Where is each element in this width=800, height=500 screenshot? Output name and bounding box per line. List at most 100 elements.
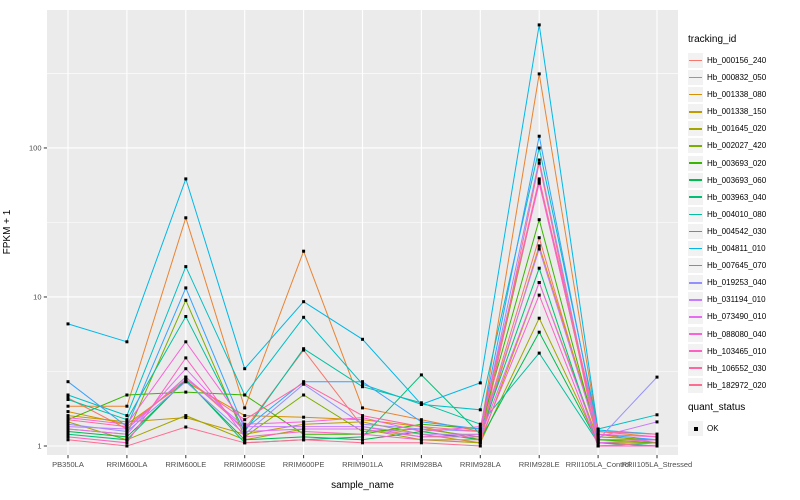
data-point: [596, 430, 600, 433]
data-point: [419, 432, 423, 436]
data-point: [537, 351, 541, 355]
x-tick-label: RRIM901LA: [342, 460, 383, 469]
data-point: [361, 414, 364, 418]
legend-key: [688, 377, 703, 393]
data-point: [419, 373, 423, 377]
data-point: [478, 425, 482, 429]
data-point: [361, 416, 364, 420]
data-point: [66, 322, 70, 326]
legend-tracking: tracking_id Hb_000156_240 Hb_000832_050 Hb…: [688, 34, 800, 395]
legend-key: [688, 309, 703, 325]
data-point: [125, 438, 129, 442]
legend-key: [688, 326, 703, 342]
data-point: [361, 422, 364, 426]
data-point: [361, 427, 364, 431]
data-point: [478, 430, 482, 433]
data-point: [302, 427, 306, 431]
legend-entry-label: Hb_003963_040: [707, 192, 767, 202]
data-point: [302, 430, 306, 433]
legend-key-line-icon: [689, 350, 702, 352]
legend-key: [688, 343, 703, 359]
data-point: [361, 432, 364, 436]
legend-entry: Hb_001338_150: [688, 104, 800, 120]
data-point: [125, 441, 129, 445]
x-tick-label: RRIM928LA: [460, 460, 501, 469]
data-point: [478, 435, 482, 439]
data-point: [361, 380, 364, 384]
data-point: [184, 298, 188, 302]
x-tick-label: RRIM600PE: [283, 460, 325, 469]
data-point: [125, 430, 129, 433]
data-point: [66, 416, 70, 420]
data-point: [537, 181, 541, 185]
data-point: [537, 281, 541, 284]
legend-key-line-icon: [689, 247, 702, 250]
data-point: [537, 247, 541, 251]
data-point: [243, 438, 247, 442]
legend-entry-label: Hb_004811_010: [707, 244, 766, 254]
legend-entry: Hb_031194_010: [688, 292, 800, 308]
data-point: [302, 415, 306, 419]
legend-key-line-icon: [689, 162, 702, 164]
data-point: [125, 393, 129, 397]
legend-entry: Hb_003693_020: [688, 155, 800, 171]
data-point: [243, 425, 247, 429]
data-point: [302, 393, 306, 397]
legend-entry-label: Hb_001338_150: [707, 107, 767, 117]
legend-entry-label: Hb_103465_010: [707, 346, 767, 356]
data-point: [66, 393, 70, 397]
data-point: [302, 420, 306, 424]
data-point: [66, 418, 70, 422]
legend-entry-label: Hb_004010_080: [707, 209, 767, 219]
data-point: [125, 414, 129, 418]
data-point: [537, 218, 541, 222]
legend-key: [688, 223, 703, 239]
legend-entry: Hb_088080_040: [688, 326, 800, 342]
legend-entry: Hb_004010_080: [688, 206, 800, 222]
legend-entry-label: Hb_019253_040: [707, 278, 767, 288]
legend-key-line-icon: [689, 316, 702, 318]
data-point: [655, 420, 659, 424]
legend-entry: Hb_001338_080: [688, 87, 800, 103]
legend-entry-label: Hb_088080_040: [707, 329, 767, 339]
data-point: [243, 418, 247, 422]
data-point: [66, 425, 70, 429]
legend-entry: Hb_106552_030: [688, 360, 800, 376]
data-point: [184, 414, 188, 418]
data-point: [302, 438, 306, 442]
data-point: [655, 441, 659, 445]
legend-key-line-icon: [689, 76, 702, 79]
legend-entry-label: Hb_007645_070: [707, 261, 767, 271]
x-tick-label: RRIM928LE: [519, 460, 560, 469]
legend-key: [688, 275, 703, 291]
data-point: [478, 381, 482, 385]
legend-key-line-icon: [689, 230, 702, 233]
data-point: [184, 216, 188, 220]
legend-key-line-icon: [689, 384, 702, 387]
data-point: [361, 337, 364, 341]
legend-key: [688, 87, 703, 103]
legend-entry: Hb_103465_010: [688, 343, 800, 359]
data-point: [361, 406, 364, 410]
data-point: [302, 249, 306, 253]
data-point: [361, 385, 364, 389]
legend-entry-ok: OK: [688, 421, 800, 436]
data-point: [184, 367, 188, 371]
x-tick-label: PB350LA: [52, 460, 84, 469]
data-point: [184, 356, 188, 360]
data-point: [419, 435, 423, 439]
data-point: [243, 422, 247, 426]
data-point: [478, 422, 482, 426]
data-point: [66, 422, 70, 426]
data-point: [478, 441, 482, 445]
legend-key: [688, 258, 703, 274]
data-point: [243, 441, 247, 445]
legend-entry: Hb_073490_010: [688, 309, 800, 325]
legend-key-line-icon: [689, 367, 702, 369]
legend-tracking-title: tracking_id: [688, 34, 737, 45]
data-point: [537, 244, 541, 248]
legend-entry-label: OK: [707, 424, 719, 433]
legend-entry-label: Hb_001338_080: [707, 90, 767, 100]
legend-key-line-icon: [689, 333, 702, 335]
point-marker-icon: [693, 426, 698, 431]
